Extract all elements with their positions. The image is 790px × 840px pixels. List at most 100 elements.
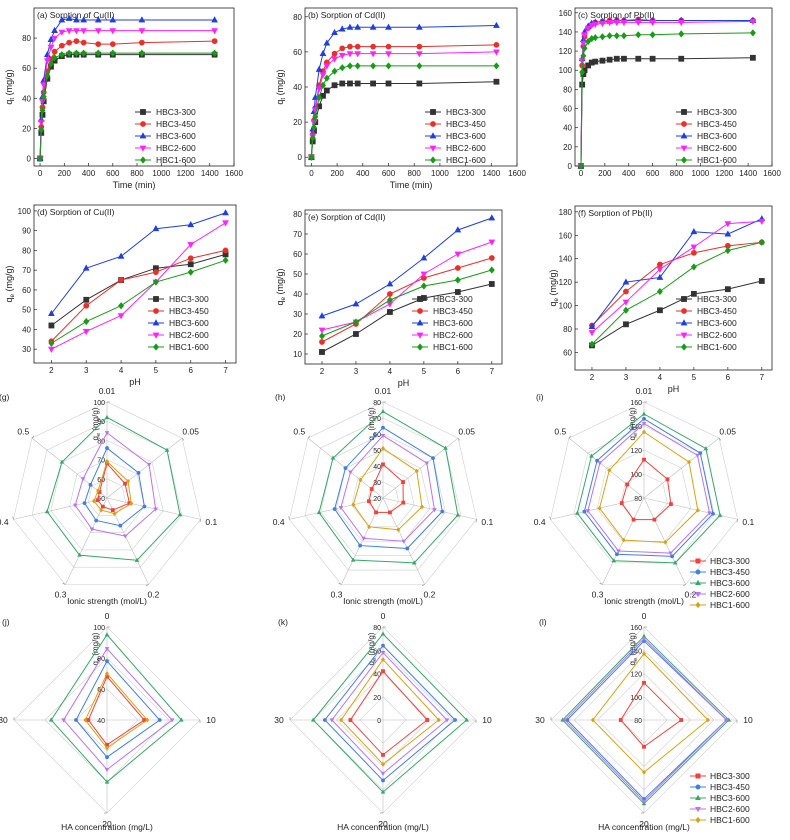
radar-point-HBC3-450 <box>105 755 109 760</box>
radar-point-HBC2-600 <box>380 771 386 777</box>
legend-label: HBC3-450 <box>697 119 737 129</box>
data-point-HBC2-600 <box>758 218 766 225</box>
data-point-HBC1-600 <box>488 266 495 274</box>
x-tick-label: 6 <box>456 367 461 376</box>
data-point-HBC3-450 <box>416 43 423 50</box>
radar-spoke-tick <box>736 519 738 523</box>
radar-point-HBC2-600 <box>707 511 712 516</box>
x-tick-label: 1600 <box>763 169 781 178</box>
radar-point-HBC3-450 <box>332 507 337 511</box>
radar-point-HBC2-600 <box>104 768 110 773</box>
radar-category-label: 0 <box>381 611 386 621</box>
radar-point-HBC1-600 <box>590 717 595 723</box>
radar-point-HBC2-600 <box>146 462 152 468</box>
radar-point-HBC3-300 <box>123 481 127 486</box>
radar-tick-label: 120 <box>630 672 642 679</box>
data-point-HBC1-600 <box>66 49 73 57</box>
data-point-HBC1-600 <box>138 49 145 57</box>
data-point-HBC2-600 <box>493 49 500 56</box>
data-point-HBC1-600 <box>749 29 756 37</box>
y-tick-label: 140 <box>559 28 573 37</box>
data-point-HBC3-300 <box>724 286 731 293</box>
data-point-HBC2-600 <box>581 32 588 39</box>
radar-tick-label: 0 <box>377 718 381 725</box>
x-tick-label: 200 <box>330 169 344 178</box>
y-tick-label: 40 <box>22 94 31 103</box>
radar-point-HBC3-300 <box>642 744 646 749</box>
radar-point-HBC2-600 <box>80 477 86 482</box>
radar-point-HBC3-600 <box>464 717 469 722</box>
legend-label: HBC1-600 <box>433 342 473 352</box>
x-tick-label: 2 <box>320 367 325 376</box>
x-tick-label: 1000 <box>152 169 170 178</box>
legend-marker <box>695 569 701 575</box>
data-point-HBC2-600 <box>415 51 423 58</box>
radar-point-HBC3-300 <box>388 510 392 515</box>
legend-label: HBC3-300 <box>697 294 737 304</box>
data-point-HBC2-600 <box>117 313 125 320</box>
radar-tick-label: 30 <box>373 480 381 487</box>
plot-frame <box>304 209 503 365</box>
radar-spoke-tick <box>718 437 722 441</box>
legend-marker <box>140 121 146 127</box>
radar-spoke <box>106 497 201 520</box>
x-tick-label: 200 <box>58 169 72 178</box>
data-point-HBC1-600 <box>724 246 731 255</box>
series-line-HBC3-300 <box>321 283 492 353</box>
radar-point-HBC3-600 <box>380 789 386 794</box>
data-point-HBC2-600 <box>73 28 80 35</box>
legend-marker <box>416 332 424 339</box>
y-axis-label-unit: (mg/g) <box>91 632 100 658</box>
legend-label: HBC3-450 <box>446 119 486 129</box>
data-point-HBC3-600 <box>47 35 55 42</box>
radar-point-HBC3-600 <box>59 459 65 464</box>
data-point-HBC2-600 <box>579 41 587 48</box>
radar-grid-ring <box>351 465 415 528</box>
data-point-HBC2-600 <box>385 51 392 58</box>
data-point-HBC3-600 <box>65 14 73 21</box>
radar-point-HBC2-600 <box>641 799 647 804</box>
data-point-HBC1-600 <box>599 33 606 41</box>
radar-point-HBC2-600 <box>641 637 647 642</box>
radar-point-HBC2-600 <box>329 718 335 723</box>
legend-marker <box>681 121 687 127</box>
radar-point-HBC3-450 <box>582 509 587 514</box>
radar-point-HBC1-600 <box>663 539 668 545</box>
data-point-HBC2-600 <box>622 299 630 306</box>
y-tick-label: 0 <box>27 154 32 163</box>
data-point-HBC1-600 <box>152 278 159 286</box>
radar-point-HBC3-600 <box>164 447 170 452</box>
radar-category-label: 0.1 <box>742 517 754 527</box>
data-point-HBC1-600 <box>339 64 346 72</box>
y-axis-label-q: q <box>91 436 100 440</box>
legend-label: HBC3-300 <box>697 107 737 117</box>
data-point-HBC3-300 <box>488 281 495 287</box>
legend-marker <box>695 816 701 824</box>
data-point-HBC2-600 <box>656 266 664 273</box>
y-axis-label-q: q <box>628 436 637 440</box>
data-point-HBC1-600 <box>585 37 592 46</box>
data-point-HBC1-600 <box>118 302 125 310</box>
radar-spoke-tick <box>62 582 66 585</box>
x-tick-label: 4 <box>658 373 663 382</box>
radar-point-HBC1-600 <box>436 717 441 723</box>
y-axis-label-subscript: e <box>633 658 639 661</box>
series-line-HBC2-600 <box>321 241 492 331</box>
data-point-HBC3-300 <box>416 80 423 87</box>
radar-point-HBC2-600 <box>72 503 78 508</box>
data-point-HBC1-600 <box>39 106 46 114</box>
radar-point-HBC3-450 <box>105 659 109 664</box>
chart-title: (f) Sorption of Pb(II) <box>578 208 653 218</box>
series-line-HBC3-600 <box>591 218 763 327</box>
radar-point-HBC3-450 <box>74 718 78 722</box>
radar-point-HBC3-300 <box>381 462 385 467</box>
y-axis-label-q: q <box>4 100 14 105</box>
legend-marker <box>695 591 701 598</box>
data-point-HBC1-600 <box>758 238 765 246</box>
chart-panel-a: 0 200 400 600 800 1000 1200 1400 1600 0 20 40 60 80 (a… <box>4 7 243 190</box>
radar-point-HBC1-600 <box>96 488 100 494</box>
series-line-HBC2-600 <box>51 222 226 350</box>
radar-point-HBC3-600 <box>443 445 448 450</box>
data-point-HBC1-600 <box>73 49 80 57</box>
radar-point-HBC1-600 <box>358 477 363 483</box>
